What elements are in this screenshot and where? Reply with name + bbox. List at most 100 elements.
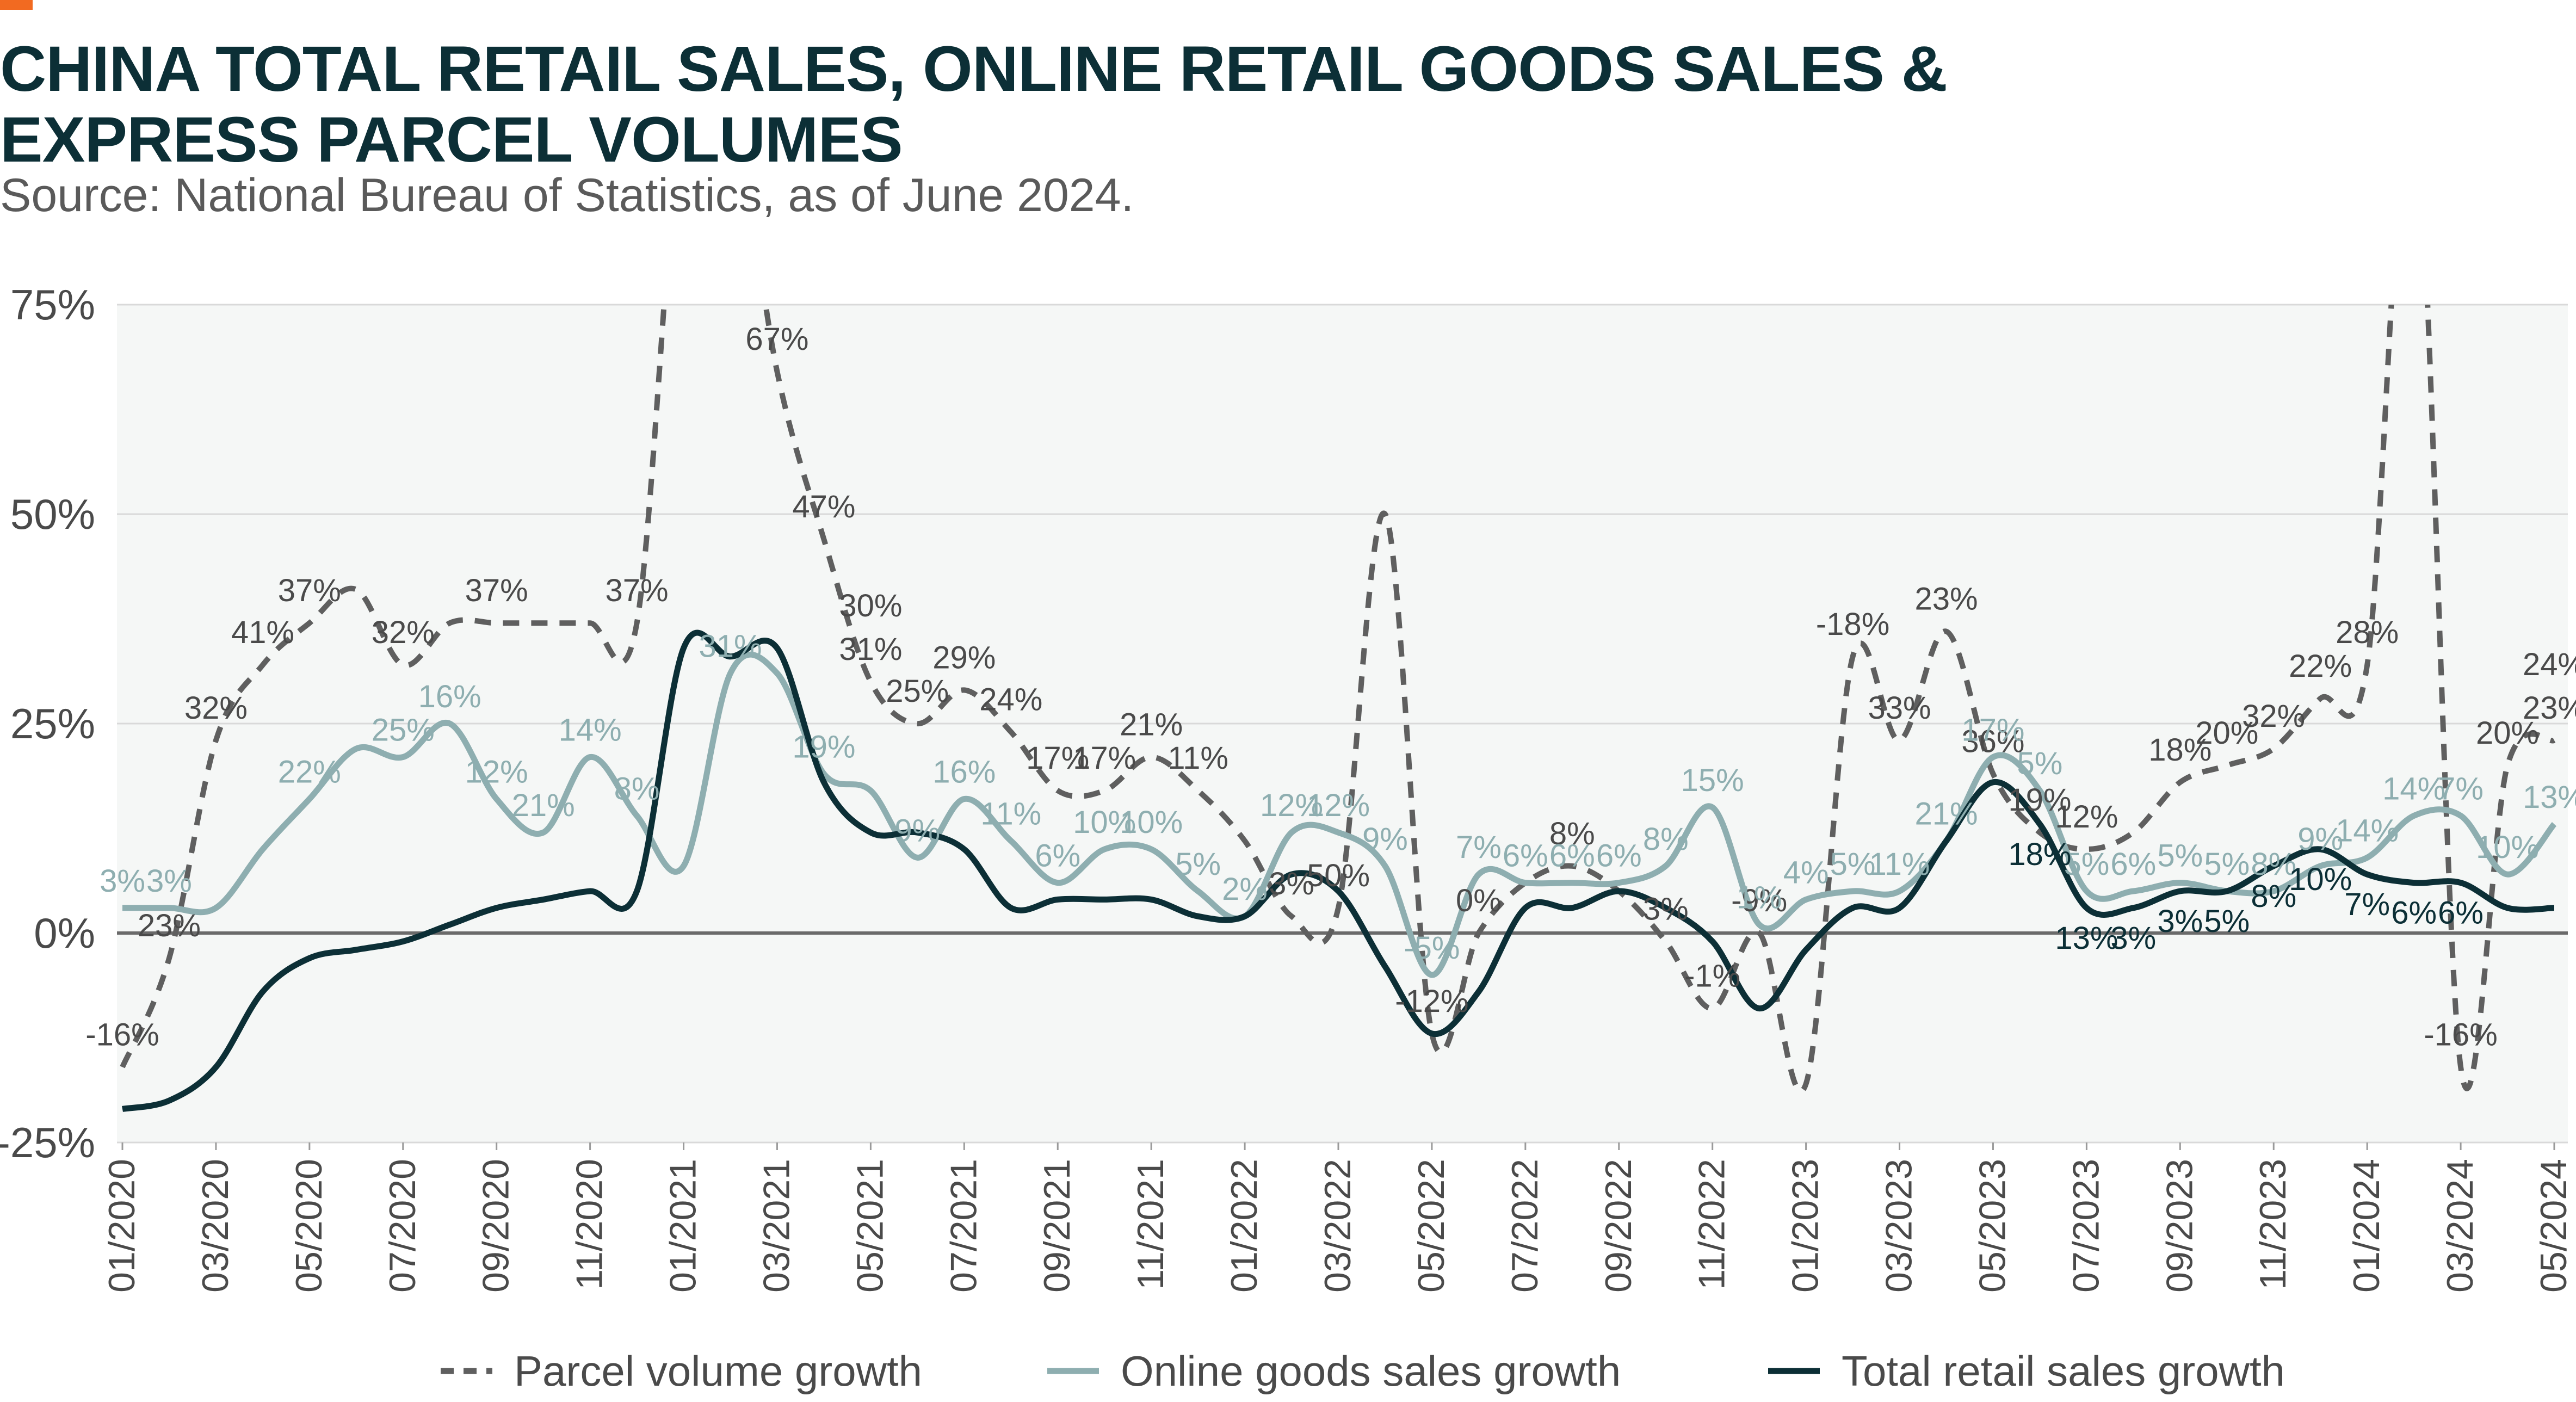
data-label: 5% — [2204, 904, 2250, 939]
x-tick-label: 09/2020 — [475, 1159, 517, 1293]
data-label: 11% — [980, 796, 1041, 832]
data-label: 3% — [1269, 866, 1314, 901]
data-label: 25% — [886, 674, 949, 709]
x-tick-label: 05/2023 — [1972, 1159, 2013, 1293]
y-tick-label: 0% — [34, 909, 95, 957]
data-label: 5% — [1175, 847, 1221, 882]
data-label: 0% — [1456, 883, 1502, 918]
data-label: 20% — [2476, 715, 2539, 751]
data-label: 29% — [932, 640, 996, 675]
data-label: 15% — [1681, 763, 1744, 798]
data-label: 13% — [2055, 921, 2118, 956]
data-label: -1% — [1684, 959, 1740, 994]
data-label: 50% — [1307, 858, 1370, 893]
data-label: 8% — [1643, 822, 1689, 857]
data-label: 23% — [2523, 690, 2576, 726]
legend-label: Parcel volume growth — [514, 1347, 922, 1395]
data-label: 6% — [2391, 895, 2437, 931]
y-tick-label: 75% — [10, 281, 95, 329]
x-tick-label: 01/2023 — [1785, 1159, 1826, 1293]
data-label: 5% — [1830, 847, 1876, 882]
accent-bar — [0, 0, 33, 10]
data-label: 8% — [2251, 879, 2296, 914]
x-tick-label: 05/2020 — [288, 1159, 330, 1293]
data-label: 36% — [1961, 724, 2024, 759]
data-label: 17% — [1073, 740, 1136, 776]
data-label: 33% — [1868, 690, 1931, 726]
data-label: 21% — [1914, 796, 1978, 832]
data-label: 23% — [1914, 582, 1978, 617]
x-tick-label: 03/2023 — [1879, 1159, 1920, 1293]
data-label: 12% — [2055, 799, 2118, 835]
x-tick-label: 11/2023 — [2252, 1159, 2294, 1290]
data-label: 32% — [372, 615, 435, 650]
data-label: 7% — [1456, 830, 1502, 865]
data-label: 12% — [1260, 788, 1323, 823]
data-label: 21% — [1120, 707, 1183, 743]
data-label: 5% — [2064, 847, 2109, 882]
data-label: 30% — [839, 588, 902, 623]
data-label: 3% — [2157, 904, 2203, 939]
data-label: 10% — [1120, 805, 1183, 840]
x-tick-label: 11/2020 — [569, 1159, 610, 1290]
data-labels: -16% 23% 32% 41% 37% 32% 37% 37% 67% 47% 31% 30% 25%… — [85, 322, 2576, 1052]
data-label: 14% — [2382, 771, 2445, 806]
x-tick-label: 07/2022 — [1504, 1159, 1546, 1293]
data-label: 3% — [100, 863, 145, 899]
data-label: -16% — [85, 1017, 159, 1052]
data-label: 1% — [1737, 880, 1782, 916]
x-axis: 01/2020 03/2020 05/2020 07/2020 09/2020 11/20… — [101, 1142, 2574, 1293]
data-label: 24% — [979, 682, 1042, 717]
data-label: 5% — [2204, 847, 2250, 882]
y-tick-label: -25% — [0, 1119, 95, 1166]
data-label: 14% — [559, 713, 622, 748]
x-tick-label: 01/2022 — [1224, 1159, 1265, 1293]
data-label: 9% — [1362, 822, 1408, 857]
data-label: -18% — [1816, 607, 1889, 642]
parcel-volume-line — [120, 305, 2556, 1094]
x-tick-label: 01/2021 — [663, 1159, 704, 1293]
data-label: 7% — [2344, 887, 2390, 922]
data-label: 16% — [932, 755, 996, 790]
y-tick-label: 25% — [10, 700, 95, 748]
y-tick-label: 50% — [10, 490, 95, 538]
data-label: 19% — [2008, 782, 2071, 818]
data-label: 9% — [894, 813, 940, 848]
data-label: 8% — [1549, 816, 1595, 851]
data-label: 19% — [792, 729, 855, 764]
x-tick-label: 03/2021 — [756, 1159, 797, 1293]
x-tick-label: 07/2023 — [2065, 1159, 2106, 1293]
data-label: 47% — [792, 489, 855, 524]
x-tick-label: 05/2024 — [2533, 1159, 2574, 1293]
data-label: 37% — [465, 573, 528, 608]
data-label: 2% — [1222, 872, 1268, 907]
total-retail-line — [122, 629, 2555, 1112]
data-label: 12% — [465, 755, 528, 790]
data-label: 6% — [1596, 838, 1642, 874]
legend-label: Total retail sales growth — [1842, 1347, 2285, 1395]
data-label: 13% — [2523, 780, 2576, 815]
series-lines — [120, 305, 2557, 1112]
data-label: 14% — [2336, 813, 2399, 848]
data-label: 4% — [1783, 855, 1829, 890]
data-label: 6% — [1503, 838, 1548, 874]
data-label: -12% — [1395, 984, 1468, 1019]
data-label: 32% — [184, 690, 248, 726]
legend-label: Online goods sales growth — [1121, 1347, 1621, 1395]
data-label: 5% — [2157, 838, 2203, 874]
data-label: 23% — [138, 908, 201, 943]
x-tick-label: 01/2020 — [101, 1159, 143, 1293]
data-label: 3% — [146, 863, 192, 899]
y-axis: -25% 0% 25% 50% 75% — [0, 281, 95, 1166]
x-tick-label: 09/2021 — [1036, 1159, 1078, 1293]
data-label: 24% — [2523, 647, 2576, 682]
data-label: 3% — [2110, 921, 2156, 956]
x-tick-label: 07/2021 — [943, 1159, 984, 1293]
data-label: 22% — [2289, 648, 2352, 684]
data-label: 10% — [2289, 862, 2352, 897]
data-label: 16% — [418, 679, 481, 714]
chart-title: CHINA TOTAL RETAIL SALES, ONLINE RETAIL … — [0, 33, 1948, 176]
data-label: 18% — [2008, 837, 2071, 872]
data-label: 5% — [2017, 746, 2063, 781]
